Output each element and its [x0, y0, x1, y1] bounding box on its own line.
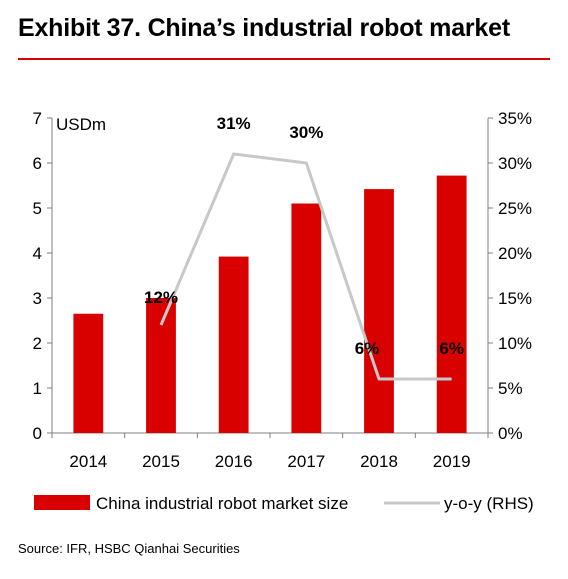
x-tick-label: 2017 — [287, 452, 325, 471]
y-tick-label: 4 — [33, 244, 42, 263]
x-tick-label: 2014 — [69, 452, 107, 471]
y-axis-label: USDm — [56, 115, 106, 134]
source-note: Source: IFR, HSBC Qianhai Securities — [18, 541, 240, 556]
y-tick-label: 2 — [33, 334, 42, 353]
x-tick-label: 2015 — [142, 452, 180, 471]
x-tick-label: 2019 — [433, 452, 471, 471]
data-label: 30% — [289, 123, 323, 142]
bar — [436, 175, 467, 433]
yoy-line — [159, 152, 452, 381]
y-tick-label: 7 — [33, 109, 42, 128]
legend-label-line: y-o-y (RHS) — [444, 494, 534, 513]
data-label: 6% — [439, 339, 464, 358]
chart-title: Exhibit 37. China’s industrial robot mar… — [18, 14, 510, 42]
y-tick-label: 0 — [33, 424, 42, 443]
x-tick-label: 2016 — [215, 452, 253, 471]
y2-tick-label: 15% — [498, 289, 532, 308]
data-label: 12% — [144, 288, 178, 307]
y-tick-label: 5 — [33, 199, 42, 218]
title-rule — [18, 58, 550, 60]
bar — [146, 298, 176, 433]
data-label: 31% — [217, 114, 251, 133]
y2-tick-label: 25% — [498, 199, 532, 218]
y-tick-label: 6 — [33, 154, 42, 173]
y2-tick-label: 35% — [498, 109, 532, 128]
bar — [218, 256, 249, 433]
y2-tick-label: 30% — [498, 154, 532, 173]
legend-swatch-bar — [34, 495, 90, 510]
data-label: 6% — [355, 339, 380, 358]
y2-tick-label: 0% — [498, 424, 523, 443]
legend-label-bar: China industrial robot market size — [96, 494, 348, 513]
bar — [291, 203, 322, 433]
x-tick-label: 2018 — [360, 452, 398, 471]
y2-tick-label: 5% — [498, 379, 523, 398]
y-tick-label: 3 — [33, 289, 42, 308]
y-tick-label: 1 — [33, 379, 42, 398]
bar — [364, 189, 394, 433]
bar — [73, 313, 104, 433]
y2-tick-label: 10% — [498, 334, 532, 353]
y2-tick-label: 20% — [498, 244, 532, 263]
